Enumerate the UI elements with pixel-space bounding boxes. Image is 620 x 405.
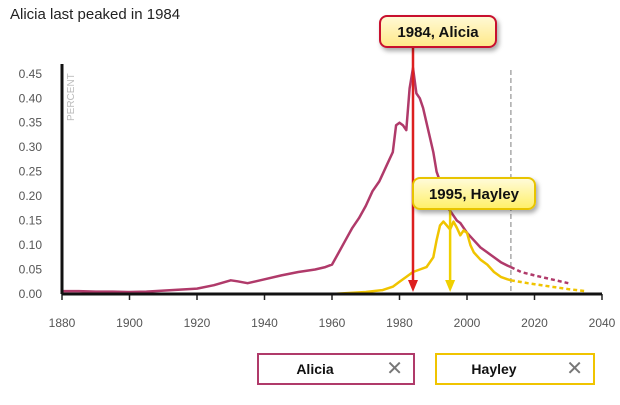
legend-label: Alicia [296, 361, 334, 377]
y-tick-label: 0.35 [19, 116, 43, 130]
series-line-alicia [62, 66, 512, 294]
y-tick-label: 0.05 [19, 263, 43, 277]
legend-item-hayley[interactable]: Hayley ✕ [435, 353, 595, 385]
y-tick-label: 0.45 [19, 67, 43, 81]
x-tick-label: 1880 [49, 316, 76, 330]
x-tick-label: 1900 [116, 316, 143, 330]
y-axis-label: PERCENT [66, 73, 77, 121]
x-tick-label: 1980 [386, 316, 413, 330]
peak-arrow-alicia-head [408, 280, 418, 292]
page-title: Alicia last peaked in 1984 [10, 6, 181, 23]
y-tick-label: 0.10 [19, 238, 43, 252]
x-tick-label: 1960 [319, 316, 346, 330]
y-tick-label: 0.25 [19, 165, 43, 179]
callout-hayley: 1995, Hayley [412, 177, 536, 210]
legend-label: Hayley [471, 361, 517, 377]
y-tick-label: 0.20 [19, 189, 43, 203]
series-line-hayley [331, 220, 512, 296]
close-icon[interactable]: ✕ [566, 358, 583, 380]
close-icon[interactable]: ✕ [386, 358, 403, 380]
y-tick-label: 0.40 [19, 91, 43, 105]
x-tick-label: 2040 [589, 316, 616, 330]
peak-arrow-hayley-head [445, 280, 456, 292]
x-tick-label: 2020 [521, 316, 548, 330]
x-tick-label: 1920 [184, 316, 211, 330]
y-tick-label: 0.30 [19, 140, 43, 154]
series-projection-hayley [510, 279, 586, 293]
legend-item-alicia[interactable]: Alicia ✕ [257, 353, 415, 385]
series-projection-alicia [510, 265, 569, 285]
x-tick-label: 1940 [251, 316, 278, 330]
x-tick-label: 2000 [454, 316, 481, 330]
y-tick-label: 0.15 [19, 214, 43, 228]
callout-alicia: 1984, Alicia [379, 15, 497, 48]
y-tick-label: 0.00 [19, 287, 43, 301]
